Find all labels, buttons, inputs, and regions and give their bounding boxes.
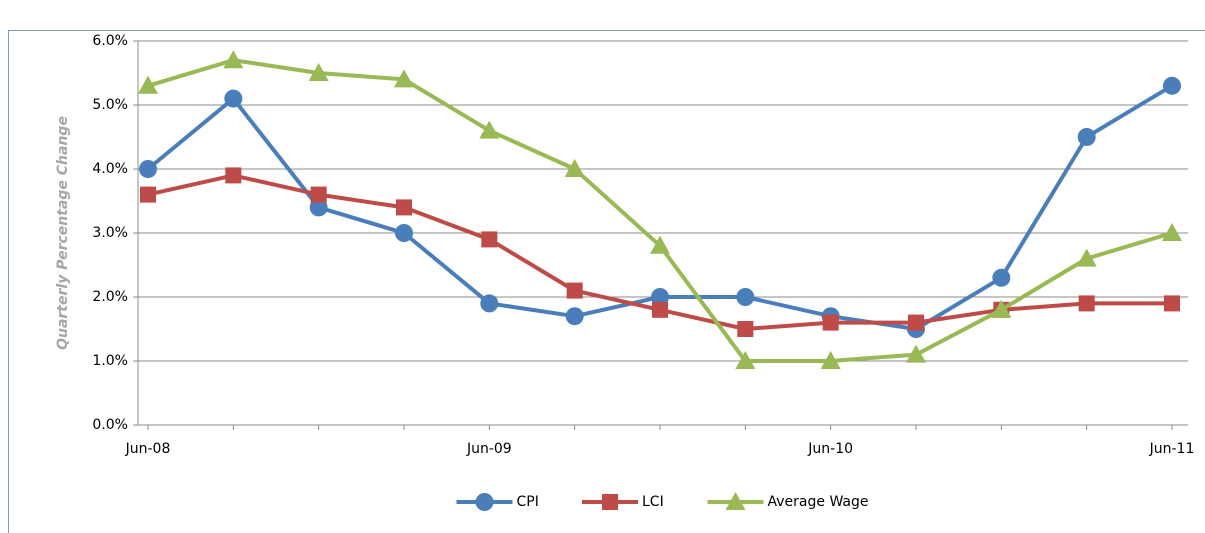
- data-point: [651, 288, 669, 306]
- y-tick-label: 4.0%: [92, 161, 128, 177]
- y-tick-label: 5.0%: [92, 97, 128, 113]
- data-point: [309, 198, 328, 217]
- legend-marker: [725, 492, 746, 510]
- data-point: [395, 224, 413, 242]
- data-point: [820, 351, 841, 369]
- data-point: [394, 69, 414, 88]
- y-tick-label: 1.0%: [92, 353, 128, 369]
- data-point: [908, 314, 924, 331]
- data-point: [225, 167, 242, 184]
- legend-marker: [475, 493, 494, 511]
- legend-label: CPI: [517, 494, 539, 510]
- data-point: [138, 75, 158, 94]
- data-point: [308, 63, 329, 81]
- x-tick-label: Jun-11: [1149, 441, 1195, 457]
- x-tick-label: Jun-10: [807, 441, 853, 457]
- data-point: [224, 89, 243, 108]
- x-tick-label: Jun-09: [466, 441, 512, 457]
- data-point: [737, 321, 754, 337]
- data-point: [1078, 295, 1095, 312]
- x-tick-label: Jun-08: [125, 441, 171, 457]
- legend-marker: [602, 494, 618, 510]
- data-point: [1076, 248, 1097, 267]
- data-point: [991, 299, 1012, 318]
- data-point: [139, 160, 157, 178]
- legend-label: Average Wage: [768, 494, 869, 510]
- data-point: [906, 344, 926, 363]
- data-point: [565, 307, 584, 326]
- data-point: [140, 186, 156, 203]
- data-point: [566, 282, 583, 299]
- data-point: [564, 159, 585, 177]
- y-tick-label: 2.0%: [92, 289, 128, 305]
- y-tick-label: 6.0%: [92, 33, 128, 49]
- data-point: [481, 231, 498, 248]
- data-point: [223, 50, 244, 69]
- data-point: [396, 199, 412, 216]
- data-point: [1163, 76, 1181, 95]
- data-point: [480, 294, 499, 313]
- data-point: [1164, 295, 1180, 312]
- data-point: [735, 351, 756, 369]
- data-point: [310, 186, 327, 203]
- data-point: [652, 301, 668, 318]
- y-axis-title: Quarterly Percentage Change: [55, 116, 71, 350]
- data-point: [736, 288, 755, 306]
- data-point: [479, 120, 500, 139]
- y-tick-label: 3.0%: [92, 225, 128, 241]
- data-point: [650, 235, 670, 254]
- y-tick-label: 0.0%: [92, 417, 128, 433]
- legend-label: LCI: [642, 494, 664, 510]
- data-point: [1077, 128, 1096, 146]
- data-point: [992, 268, 1011, 287]
- data-point: [1162, 223, 1182, 241]
- data-point: [822, 314, 839, 331]
